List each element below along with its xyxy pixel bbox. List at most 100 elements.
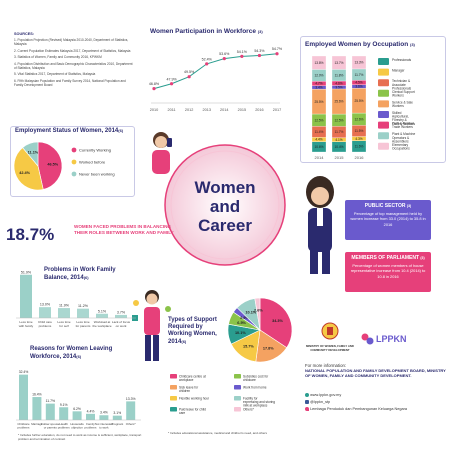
participation-point [152, 87, 156, 91]
problems-bar [77, 308, 89, 318]
problems-tick-label: for parents [76, 324, 91, 328]
info-social[interactable]: @lppkn_stp [310, 400, 331, 404]
participation-point [187, 75, 191, 79]
occupation-bar-segment [331, 55, 347, 70]
support-legend-swatch [234, 385, 241, 390]
support-legend-swatch [170, 407, 177, 412]
source-item: 1. Population Projection (Revised) Malay… [14, 38, 129, 46]
reasons-value-label: 9.1% [60, 403, 68, 407]
occupation-bar-label: 12.0% [314, 74, 323, 78]
support-legend-label: Facility for [243, 396, 258, 400]
participation-value-label: 52.4% [202, 57, 213, 61]
occupation-legend-swatch [378, 111, 389, 118]
status-title: Employment Status of Women, 2014(6) [15, 128, 124, 134]
pin-icon [305, 407, 309, 411]
reasons-bar [32, 397, 42, 420]
reasons-value-label: 13.3% [126, 397, 136, 401]
lppkn-name: LPPKN [376, 334, 407, 344]
center-title: Women and Career [194, 178, 256, 235]
problems-value-label: 13.0% [40, 303, 51, 307]
reasons-bar [45, 403, 55, 420]
reasons-bar [19, 374, 28, 420]
support-title: Types of Support Required by Working Wom… [168, 317, 217, 345]
occupation-bar-label: 3.4% [315, 86, 322, 90]
info-heading: For more information: [305, 363, 347, 368]
occupation-tick-label: 2014 [315, 155, 325, 160]
occupation-bar-label: 11.5% [355, 129, 364, 133]
balance-banner: 18.7% WOMEN FACED PROBLEMS IN BALANCING … [0, 222, 174, 252]
occupation-legend-swatch [378, 89, 389, 97]
reasons-bar [86, 413, 95, 420]
occupation-bar-label: 10.6% [314, 145, 323, 149]
participation-value-label: 47.9% [166, 77, 177, 81]
support-legend-label: Paid leave for child [179, 407, 206, 411]
lppkn-logo: LPPKN [360, 322, 420, 356]
woman-juggling-illustration [132, 290, 171, 361]
problems-bar [96, 313, 108, 318]
occupation-legend-label: Service & Sale [392, 100, 413, 104]
occupation-legend-label: Operators & [392, 136, 410, 140]
occupation-tick-label: 2016 [355, 155, 365, 160]
participation-tick-label: 2014 [220, 108, 228, 112]
occupation-bar-label: 11.7% [335, 130, 344, 134]
occupation-bar-label: 25.5% [354, 99, 363, 103]
status-legend-swatch [71, 171, 77, 177]
support-slice-label: 2.9% [240, 316, 249, 320]
occupation-legend-label: Manager [392, 69, 406, 73]
participation-title: Women Participation in Workforce (3) [150, 28, 263, 35]
ministry-name: MINISTRY OF WOMEN, FAMILY AND COMMUNITY … [306, 344, 354, 352]
occupation-bar-label: 13.3% [354, 61, 363, 65]
center-ring [164, 144, 286, 266]
reasons-tick-label: Marriage [31, 422, 43, 426]
occupation-bar-label: 11.6% [355, 145, 364, 149]
participation-point [275, 52, 279, 56]
participation-point [240, 54, 244, 58]
source-item: 2. Current Population Estimates Malaysia… [14, 48, 131, 53]
occupation-legend-swatch [378, 58, 389, 65]
support-legend-label: milk at workplace [243, 404, 268, 408]
info-web[interactable]: www.lppkn.gov.my [310, 393, 342, 397]
occupation-legend-label: Workers [392, 93, 404, 97]
participation-tick-label: 2017 [273, 108, 281, 112]
status-chart: 46.5% 42.4% 11.1% Currently Working Worked b… [13, 141, 115, 191]
reasons-value-label: 6.2% [73, 407, 81, 411]
support-legend-label: Work from home [243, 385, 267, 389]
occupation-legend-label: Assemblers [392, 139, 409, 143]
support-legend-label: expressing and storing [243, 400, 275, 404]
participation-tick-label: 2016 [255, 108, 263, 112]
participation-tick-label: 2012 [185, 108, 193, 112]
problems-bar [20, 274, 32, 318]
participation-tick-label: 2013 [202, 108, 210, 112]
problems-bar [58, 308, 70, 318]
problems-bar [115, 314, 127, 318]
status-slice-label: 11.1% [28, 150, 39, 154]
support-slice-label: 17.8% [263, 346, 274, 350]
support-slice [254, 297, 261, 331]
occupation-legend-swatch [378, 121, 389, 129]
reasons-tick-label: Not interested [95, 422, 113, 426]
sources-heading: SOURCES: [14, 32, 35, 36]
info-address: Lembaga Penduduk dan Pembangunan Keluarg… [310, 407, 407, 411]
globe-icon [305, 393, 309, 397]
support-slice-label: 34.3% [272, 319, 283, 323]
support-slice-label: 10.1% [235, 331, 246, 335]
support-legend-swatch [234, 374, 241, 379]
support-legend-label: Sick leave for [179, 385, 199, 389]
reasons-title: Reasons for Women Leaving Workforce, 201… [30, 346, 113, 360]
balance-percent: 18.7% [6, 225, 55, 244]
occupation-legend-label: Skilled [392, 111, 402, 115]
social-icon [305, 400, 309, 404]
reasons-tick-label: Health [60, 422, 69, 426]
support-legend-swatch [234, 407, 241, 412]
balance-text: WOMEN FACED PROBLEMS IN BALANCING THEIR … [74, 224, 174, 236]
source-item: 3. Statistics of Women, Family and Commu… [14, 55, 102, 60]
support-legend-label: childcare [243, 378, 256, 382]
problems-tick-label: problems [39, 324, 52, 328]
sources-list: 1. Population Projection (Revised) Malay… [14, 38, 134, 87]
problems-tick-label: for self [59, 324, 68, 328]
occupation-legend-label: Trade Workers [392, 125, 413, 129]
participation-point [205, 62, 209, 66]
occupation-legend-swatch [378, 68, 389, 76]
occupation-legend-label: Professionals [392, 86, 412, 90]
info-links: www.lppkn.gov.my @lppkn_stp Lembaga Pend… [305, 392, 445, 413]
